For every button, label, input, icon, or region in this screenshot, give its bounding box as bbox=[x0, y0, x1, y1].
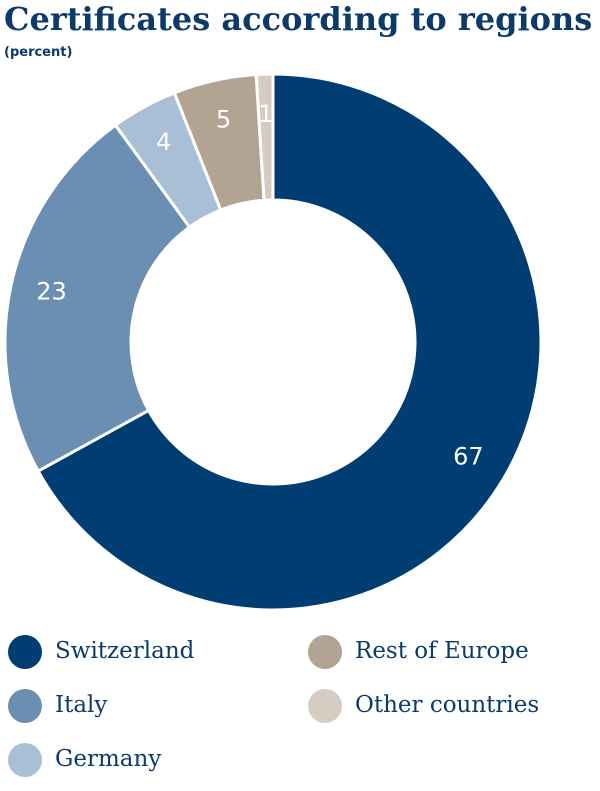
legend-marker bbox=[308, 635, 342, 669]
slice bbox=[36, 72, 543, 612]
chart-subtitle: (percent) bbox=[4, 45, 72, 60]
data-label: 1 bbox=[258, 100, 273, 128]
slice bbox=[254, 72, 275, 202]
legend-label: Switzerland bbox=[55, 638, 195, 664]
chart-title: Certificates according to regions bbox=[4, 0, 592, 38]
legend-marker bbox=[8, 689, 42, 723]
data-label: 5 bbox=[216, 105, 231, 133]
legend-marker bbox=[308, 689, 342, 723]
legend-label: Germany bbox=[55, 746, 161, 772]
legend-label: Rest of Europe bbox=[355, 638, 529, 664]
legend-marker bbox=[8, 635, 42, 669]
legend-marker bbox=[8, 743, 42, 777]
data-label: 67 bbox=[453, 443, 484, 471]
legend-label: Italy bbox=[55, 692, 107, 718]
slice bbox=[3, 123, 192, 474]
data-label: 4 bbox=[156, 128, 171, 156]
data-label: 23 bbox=[36, 277, 67, 305]
legend-label: Other countries bbox=[355, 692, 539, 718]
